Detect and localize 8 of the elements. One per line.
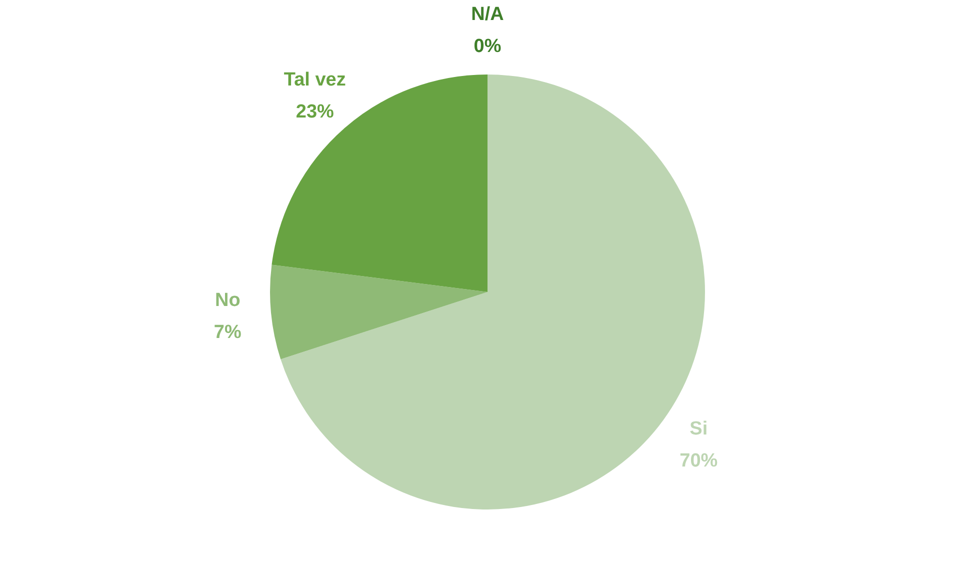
text: 0% <box>474 36 502 58</box>
slice-label: Si <box>690 418 708 440</box>
data-label: 7% <box>214 322 242 343</box>
data-label: 23% <box>296 101 334 122</box>
slice-label: No <box>214 290 240 311</box>
category-label: N/A <box>471 4 504 26</box>
slice-label: Tal vez <box>284 69 346 90</box>
data-label: 70% <box>680 450 718 472</box>
